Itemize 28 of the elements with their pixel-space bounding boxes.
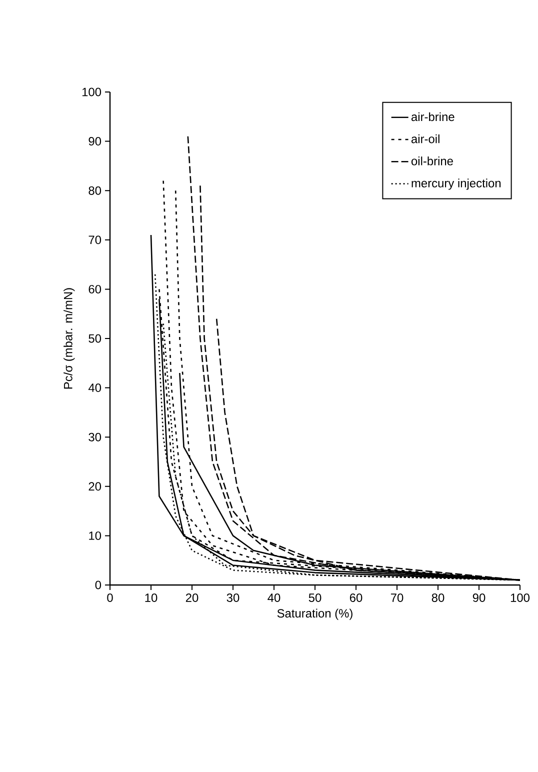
- legend-label: air-oil: [411, 134, 440, 144]
- x-tick-label: 10: [145, 593, 158, 602]
- x-tick-label: 30: [226, 593, 240, 602]
- y-tick-label: 80: [88, 186, 102, 195]
- x-tick-label: 90: [472, 593, 486, 602]
- legend-label: mercury injection: [412, 178, 501, 190]
- y-tick-label: 40: [88, 384, 102, 392]
- x-tick-label: 50: [308, 593, 322, 602]
- x-tick-label: 0: [107, 593, 113, 602]
- y-tick-label: 70: [88, 236, 102, 244]
- y-tick-label: 100: [82, 88, 102, 96]
- y-tick-label: 10: [89, 531, 102, 540]
- legend-label: air-brine: [411, 112, 454, 122]
- x-tick-label: 40: [268, 593, 280, 602]
- y-tick-label: 90: [88, 137, 102, 146]
- x-tick-label: 80: [432, 593, 444, 602]
- y-tick-label: 50: [88, 334, 102, 343]
- x-tick-label: 100: [510, 593, 530, 602]
- x-tick-label: 20: [186, 593, 198, 602]
- y-tick-label: 20: [88, 482, 102, 491]
- x-axis-title: Saturation (%): [277, 608, 352, 620]
- x-tick-label: 70: [390, 593, 404, 602]
- y-tick-label: 0: [95, 580, 102, 590]
- y-tick-label: 30: [88, 432, 102, 442]
- y-tick-label: 60: [88, 284, 102, 294]
- x-tick-label: 60: [350, 593, 362, 602]
- y-axis-title: Pc/σ (mbar. m/mN): [64, 288, 75, 389]
- legend-label: oil-brine: [411, 156, 453, 166]
